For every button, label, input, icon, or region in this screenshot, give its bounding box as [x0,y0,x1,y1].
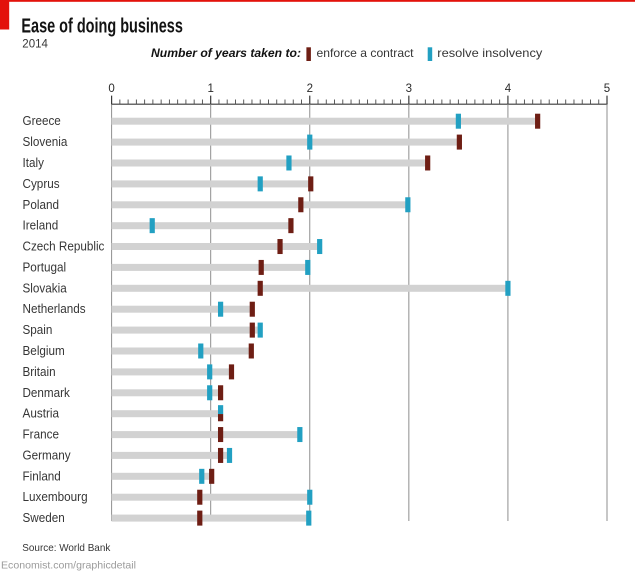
svg-text:Britain: Britain [23,364,56,379]
svg-text:Source: World Bank: Source: World Bank [22,542,111,554]
svg-text:Spain: Spain [23,322,53,337]
svg-text:Slovenia: Slovenia [23,134,69,149]
svg-text:Cyprus: Cyprus [23,176,61,191]
svg-text:Italy: Italy [23,155,45,170]
svg-text:4: 4 [505,83,512,95]
svg-text:resolve insolvency: resolve insolvency [437,46,542,60]
svg-text:2: 2 [307,83,313,95]
svg-text:Number of years taken to:: Number of years taken to: [151,46,301,60]
svg-text:0: 0 [108,83,114,95]
svg-text:Luxembourg: Luxembourg [23,489,88,504]
svg-text:Greece: Greece [23,113,61,128]
svg-text:Czech Republic: Czech Republic [23,239,105,254]
svg-text:Portugal: Portugal [23,259,67,274]
svg-text:5: 5 [604,83,610,95]
svg-text:Denmark: Denmark [23,385,71,400]
svg-text:2014: 2014 [22,39,48,51]
svg-text:Netherlands: Netherlands [23,301,87,316]
svg-text:Belgium: Belgium [23,343,65,358]
svg-text:Ireland: Ireland [23,218,59,233]
svg-text:Germany: Germany [23,447,72,462]
svg-text:Slovakia: Slovakia [23,280,68,295]
svg-text:Finland: Finland [23,468,61,483]
svg-text:enforce a contract: enforce a contract [317,46,415,60]
svg-text:Sweden: Sweden [23,510,65,525]
svg-text:1: 1 [207,83,213,95]
svg-text:3: 3 [406,83,412,95]
svg-text:Economist.com/graphicdetail: Economist.com/graphicdetail [1,560,136,572]
svg-text:Poland: Poland [23,197,60,212]
svg-text:Austria: Austria [23,406,60,421]
svg-text:Ease of doing business: Ease of doing business [21,15,183,37]
svg-text:France: France [23,427,60,442]
